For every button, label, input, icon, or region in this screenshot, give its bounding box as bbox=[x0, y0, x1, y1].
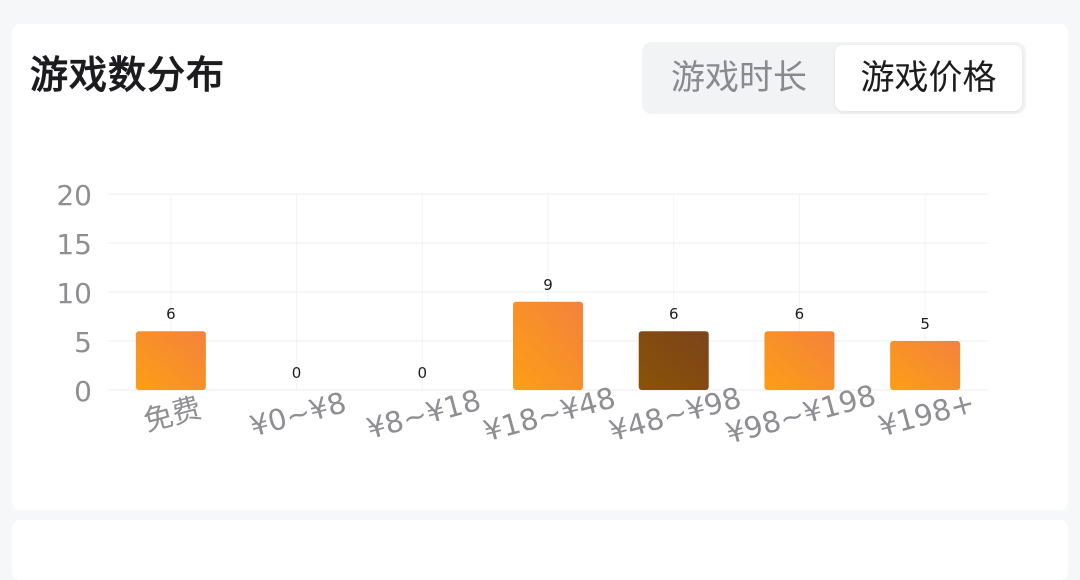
card-title: 游戏数分布 bbox=[30, 53, 226, 97]
x-tick-label: ¥8~¥18 bbox=[363, 383, 484, 446]
data-label: 6 bbox=[669, 305, 679, 323]
price-distribution-chart: 051015206免费0¥0~¥80¥8~¥189¥18~¥486¥48~¥98… bbox=[56, 179, 988, 451]
tab-game-price[interactable]: 游戏价格 bbox=[835, 45, 1022, 111]
x-tick-label: 免费 bbox=[140, 390, 205, 438]
bar bbox=[638, 331, 709, 390]
tab-game-duration[interactable]: 游戏时长 bbox=[671, 58, 807, 98]
x-tick-label: ¥198+ bbox=[875, 385, 979, 443]
y-tick-label: 15 bbox=[56, 228, 92, 261]
y-tick-label: 5 bbox=[74, 326, 92, 359]
data-label: 5 bbox=[920, 315, 930, 333]
bar bbox=[135, 331, 206, 390]
metric-segmented-control: 游戏时长 游戏价格 bbox=[642, 42, 1026, 114]
data-label: 6 bbox=[166, 305, 176, 323]
data-label: 9 bbox=[543, 276, 553, 294]
x-tick-label: ¥18~¥48 bbox=[480, 380, 619, 448]
data-label: 0 bbox=[418, 364, 428, 382]
data-label: 0 bbox=[292, 364, 302, 382]
y-tick-label: 20 bbox=[56, 179, 92, 212]
y-tick-label: 0 bbox=[74, 375, 92, 408]
y-tick-label: 10 bbox=[56, 277, 92, 310]
bar bbox=[764, 331, 835, 390]
x-tick-label: ¥48~¥98 bbox=[606, 380, 745, 448]
data-label: 6 bbox=[795, 305, 805, 323]
bar bbox=[513, 301, 583, 390]
bar bbox=[890, 341, 961, 390]
x-tick-label: ¥0~¥8 bbox=[246, 385, 350, 443]
